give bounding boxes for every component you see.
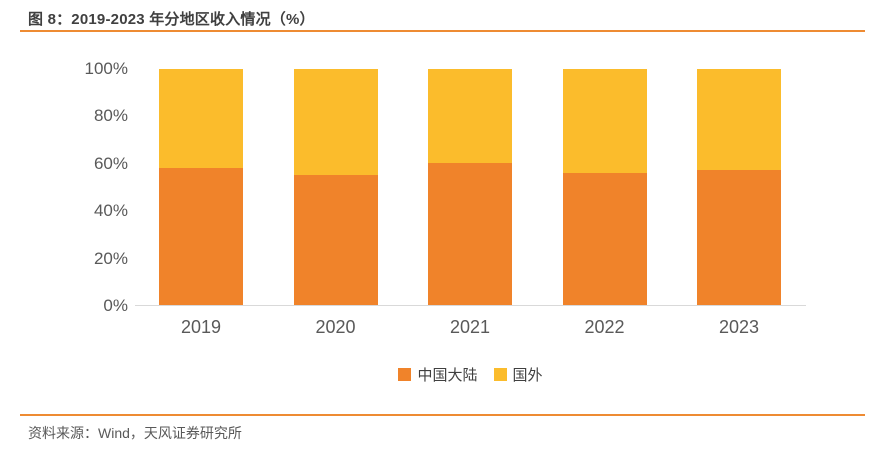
x-tick-label: 2019 bbox=[180, 317, 222, 337]
plot-area bbox=[135, 69, 806, 306]
legend-swatch-icon bbox=[493, 367, 507, 381]
bar-segment-2022-中国大陆 bbox=[562, 172, 647, 305]
bar-segment-2023-国外 bbox=[697, 69, 781, 171]
y-tick-label: 40% bbox=[93, 201, 128, 221]
legend-swatch-icon bbox=[398, 367, 412, 381]
x-tick-label: 2020 bbox=[315, 317, 356, 337]
x-axis-line bbox=[135, 305, 806, 306]
x-tick-label: 2021 bbox=[449, 317, 491, 337]
legend-item-中国大陆: 中国大陆 bbox=[398, 364, 478, 385]
bar-segment-2019-中国大陆 bbox=[159, 168, 243, 305]
legend-item-国外: 国外 bbox=[493, 364, 543, 385]
figure-title: 图 8：2019-2023 年分地区收入情况（%） bbox=[28, 11, 315, 28]
bar-segment-2021-中国大陆 bbox=[428, 163, 512, 305]
title-underline-rule bbox=[20, 30, 865, 32]
y-tick-label: 20% bbox=[93, 248, 128, 268]
source-note: 资料来源：Wind，天风证券研究所 bbox=[28, 425, 242, 441]
bar-segment-2020-中国大陆 bbox=[293, 175, 378, 305]
legend-label: 国外 bbox=[512, 366, 543, 384]
y-tick-label: 0% bbox=[103, 296, 128, 315]
footer-rule bbox=[20, 414, 865, 416]
bar-segment-2020-国外 bbox=[293, 69, 378, 176]
x-tick-label: 2022 bbox=[584, 317, 625, 337]
legend-label: 中国大陆 bbox=[417, 366, 478, 384]
chart-legend: 中国大陆 国外 bbox=[135, 364, 806, 384]
bar-segment-2019-国外 bbox=[159, 69, 243, 169]
y-tick-label: 60% bbox=[93, 153, 128, 173]
y-tick-label: 100% bbox=[84, 59, 128, 78]
bar-segment-2023-中国大陆 bbox=[697, 170, 781, 305]
bar-segment-2021-国外 bbox=[428, 69, 512, 164]
bar-segment-2022-国外 bbox=[562, 69, 647, 173]
y-tick-label: 80% bbox=[93, 106, 128, 126]
x-tick-label: 2023 bbox=[718, 317, 760, 337]
